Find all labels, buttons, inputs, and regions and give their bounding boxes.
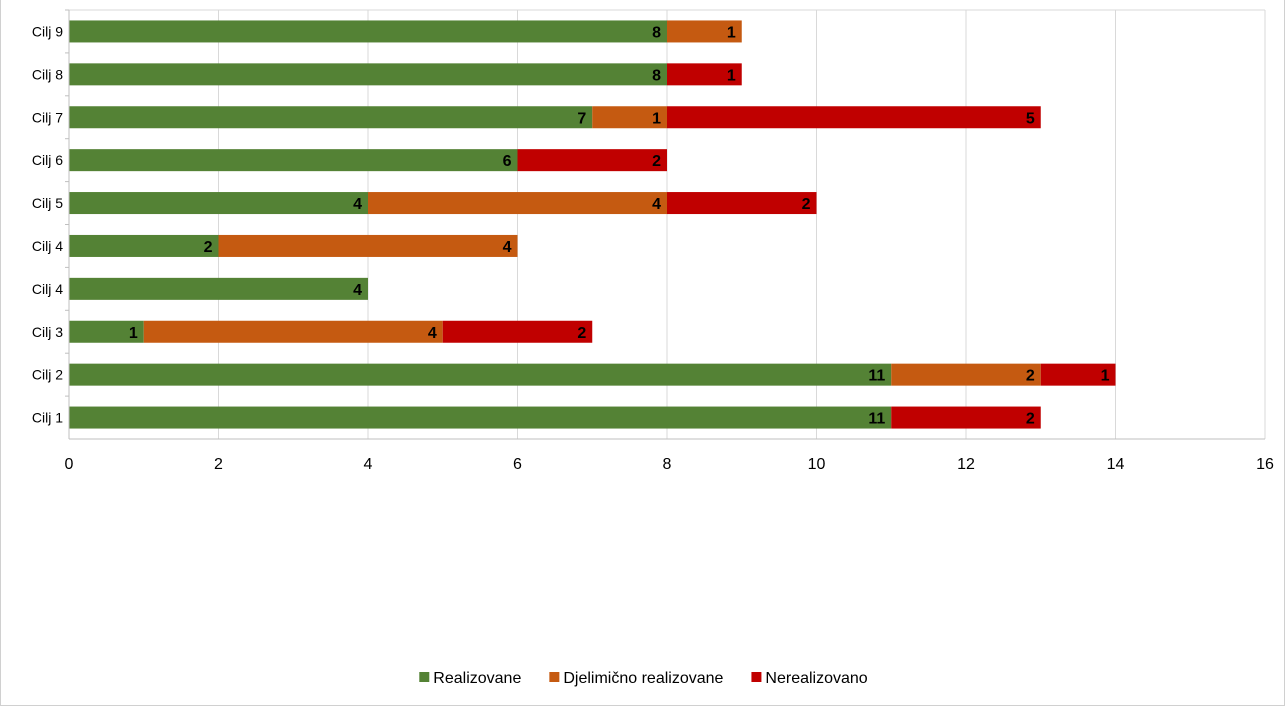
category-label: Cilj 2 [32, 367, 63, 383]
data-label: 2 [1026, 368, 1035, 385]
bar-cilj-9-row9-series1 [667, 20, 742, 43]
bar-cilj-8-row8-series2 [667, 63, 742, 86]
data-label: 11 [868, 368, 885, 385]
category-label: Cilj 4 [32, 281, 63, 297]
data-labels: 11 211 2 11 4 242 44 4 26 27 1 58 18 1 [129, 24, 1110, 427]
data-label: 4 [652, 196, 661, 213]
data-label: 2 [802, 196, 811, 213]
data-label: 5 [1026, 110, 1035, 127]
legend-label: Djelimično realizovane [563, 670, 723, 687]
legend-label: Realizovane [433, 670, 521, 687]
data-label: 1 [129, 325, 138, 342]
bar-cilj-8-row8-series0 [69, 63, 667, 86]
x-tick-label: 4 [364, 456, 373, 473]
legend-swatch [419, 672, 430, 682]
x-tick-label: 12 [957, 456, 975, 473]
axes: Cilj 1 Cilj 2 Cilj 3 Cilj 4 Cilj 4 Cilj 5 Cilj… [32, 9, 1274, 473]
bar-cilj-1-row0-series0 [69, 406, 892, 429]
data-label: 4 [353, 282, 362, 299]
bar-cilj-1-row0-series2 [891, 406, 1041, 429]
category-label: Cilj 1 [32, 410, 63, 426]
data-label: 8 [652, 24, 661, 41]
legend-swatch [751, 672, 762, 682]
category-label: Cilj 3 [32, 324, 63, 340]
data-label: 1 [727, 24, 736, 41]
data-label: 2 [204, 239, 213, 256]
bar-cilj-9-row9-series0 [69, 20, 667, 43]
bar-cilj-7-row7-series1 [592, 106, 667, 129]
x-tick-label: 2 [214, 456, 223, 473]
x-tick-label: 10 [808, 456, 826, 473]
bar-cilj-4-row4-series0 [69, 234, 219, 257]
category-label: Cilj 6 [32, 152, 63, 168]
data-label: 1 [727, 67, 736, 84]
bar-cilj-5-row5-series1 [368, 192, 667, 215]
bar-cilj-7-row7-series2 [667, 106, 1041, 129]
category-label: Cilj 7 [32, 109, 63, 125]
data-label: 8 [652, 67, 661, 84]
data-label: 7 [577, 110, 586, 127]
bar-cilj-2-row1-series0 [69, 363, 892, 386]
bars [69, 20, 1116, 429]
bar-cilj-5-row5-series2 [667, 192, 817, 215]
bar-cilj-3-row2-series0 [69, 320, 144, 343]
x-tick-label: 16 [1256, 456, 1274, 473]
x-tick-label: 8 [663, 456, 672, 473]
bar-cilj-2-row1-series2 [1040, 363, 1116, 386]
data-label: 4 [428, 325, 437, 342]
x-tick-label: 14 [1107, 456, 1125, 473]
data-label: 6 [503, 153, 512, 170]
category-label: Cilj 4 [32, 238, 63, 254]
bar-cilj-4-row4-series1 [218, 234, 518, 257]
bar-cilj-5-row5-series0 [69, 192, 368, 215]
category-label: Cilj 8 [32, 66, 63, 82]
bar-cilj-3-row2-series1 [143, 320, 443, 343]
bar-cilj-4-row3-series0 [69, 277, 368, 300]
data-label: 1 [652, 110, 661, 127]
data-label: 1 [1101, 368, 1110, 385]
legend-label: Nerealizovano [765, 670, 867, 687]
bar-cilj-7-row7-series0 [69, 106, 593, 129]
category-label: Cilj 9 [32, 23, 63, 39]
data-label: 2 [652, 153, 661, 170]
data-label: 11 [868, 411, 885, 428]
bar-cilj-2-row1-series1 [891, 363, 1041, 386]
data-label: 2 [1026, 411, 1035, 428]
bar-cilj-6-row6-series2 [517, 149, 667, 172]
x-tick-label: 6 [513, 456, 522, 473]
data-label: 2 [577, 325, 586, 342]
legend-swatch [549, 672, 560, 682]
legend: Realizovane Djelimično realizovane Nereali… [419, 670, 868, 687]
category-label: Cilj 5 [32, 195, 63, 211]
data-label: 4 [353, 196, 362, 213]
bar-cilj-6-row6-series0 [69, 149, 518, 172]
data-label: 4 [503, 239, 512, 256]
x-tick-label: 0 [65, 456, 74, 473]
bar-cilj-3-row2-series2 [442, 320, 593, 343]
